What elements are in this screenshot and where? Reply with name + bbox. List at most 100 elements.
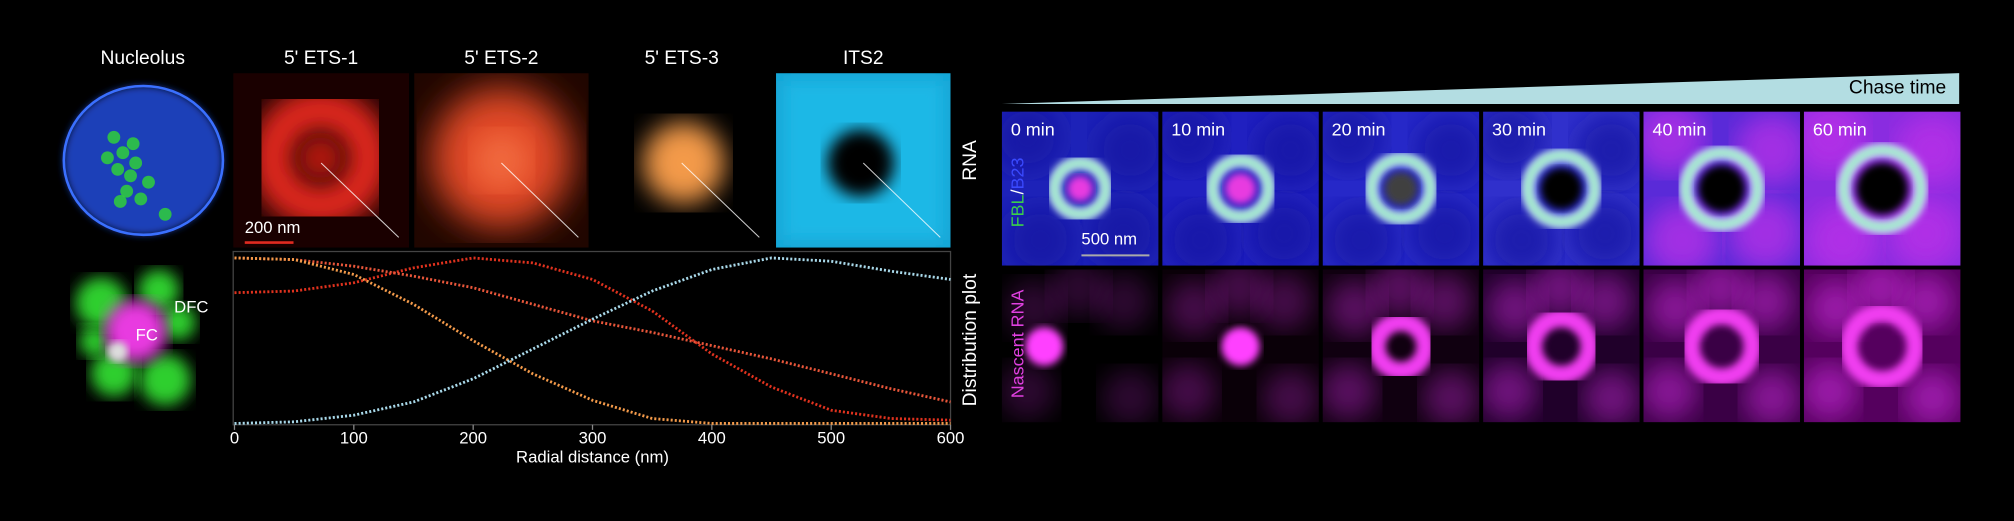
compartment-label: DFC (174, 297, 208, 316)
time-label: 0 min (1011, 120, 1055, 140)
rna-background (1803, 363, 1858, 420)
rna-ring (1367, 313, 1435, 380)
rna-background (1897, 273, 1955, 330)
dfc-signal (139, 354, 191, 406)
nucleus (63, 85, 223, 235)
image-tile (1643, 111, 1801, 266)
nucleolus-spot (113, 195, 127, 208)
profile-line (862, 162, 941, 238)
channel-label: Nascent RNA (1007, 290, 1027, 399)
background-signal (1806, 204, 1879, 266)
overlap (107, 341, 128, 362)
x-tick-label: 300 (579, 428, 607, 447)
rna-background (1737, 273, 1794, 330)
rna-ring (1839, 304, 1925, 389)
nucleus-edge (62, 84, 225, 237)
image-tile (1803, 269, 1961, 423)
channel-label: FBL/B23 (1007, 158, 1027, 228)
background-signal (1483, 111, 1545, 174)
line-series (234, 256, 951, 422)
dfc-signal (160, 304, 196, 341)
background-signal (1094, 114, 1159, 187)
channel-name: FBL (1007, 194, 1027, 227)
fbl-ring-outer (1683, 150, 1761, 228)
x-axis-label: Radial distance (nm) (516, 448, 669, 467)
rna-background (1262, 369, 1319, 423)
nucleolus-spot (126, 137, 140, 151)
x-tick-label: 100 (340, 428, 368, 447)
rna-background (1422, 369, 1480, 423)
nucleolus-spot (134, 192, 148, 206)
nucleolus-spot (129, 156, 143, 170)
time-label: 10 min (1171, 120, 1225, 140)
rna-center (1067, 175, 1093, 202)
x-tick-label: 0 (230, 428, 239, 447)
x-tick-label: 200 (459, 428, 487, 447)
chase-wedge (1001, 73, 1960, 104)
dfc-signal (79, 325, 111, 357)
background-signal (1164, 204, 1237, 266)
time-label: 20 min (1332, 120, 1386, 140)
background-signal (1001, 111, 1064, 174)
line-series (234, 256, 951, 425)
scale-label: 200 nm (245, 218, 301, 237)
profile-line (501, 162, 579, 238)
background-signal (1643, 111, 1706, 174)
channel-name: B23 (1007, 158, 1027, 190)
background-signal (1896, 114, 1961, 187)
signal (642, 121, 725, 205)
rna-background (1255, 273, 1313, 330)
column-title: 5' ETS-2 (464, 48, 538, 69)
image-tile (1001, 111, 1159, 266)
rna-background (1101, 369, 1159, 423)
signal (249, 87, 392, 229)
fbl-ring-outer (1368, 156, 1434, 221)
dfc-signal (90, 350, 137, 397)
scale-label: 500 nm (1081, 229, 1137, 248)
rna-background (1576, 273, 1634, 330)
rna-background (1005, 279, 1063, 337)
fbl-ring-outer (1051, 160, 1109, 217)
nucleolus-spot (158, 207, 172, 221)
background-signal (1415, 114, 1480, 187)
rna-background (1095, 273, 1153, 330)
fbl-ring-outer (1841, 147, 1924, 230)
signal-hole (827, 129, 895, 197)
fbl-ring-outer (1209, 157, 1272, 220)
signal-center (299, 137, 341, 179)
rna-background (1852, 269, 1910, 317)
chase-label: Chase time (1849, 78, 1946, 99)
image-tile (1322, 111, 1480, 266)
image-tile (233, 73, 410, 248)
rna-center (1698, 165, 1745, 212)
rna-center (1225, 173, 1256, 205)
rna-background (1904, 369, 1961, 423)
image-tile (1483, 269, 1640, 423)
channel-name: / (1007, 189, 1027, 194)
profile-line (320, 162, 400, 238)
rna-background (1162, 363, 1217, 420)
rna-background (1643, 363, 1698, 420)
rna-background (1743, 369, 1801, 423)
rna-ring (1524, 309, 1599, 384)
background-signal (1248, 197, 1319, 266)
background-signal (1735, 114, 1801, 187)
nucleolus-spot (101, 151, 114, 165)
rna-background (1486, 279, 1544, 337)
rna-signal (1221, 327, 1260, 366)
rna-background (1211, 269, 1268, 317)
background-signal (1322, 111, 1385, 174)
image-tile (56, 251, 230, 425)
image-tile (1483, 111, 1640, 266)
nucleolus-spot (111, 162, 125, 176)
background-signal (1325, 204, 1398, 266)
image-tile (1322, 269, 1480, 423)
time-label: 40 min (1652, 120, 1706, 140)
background-signal (1162, 111, 1224, 174)
rna-background (1531, 269, 1589, 317)
rna-background (1647, 279, 1704, 337)
profile-line (681, 162, 760, 238)
rna-ring (1681, 306, 1762, 387)
